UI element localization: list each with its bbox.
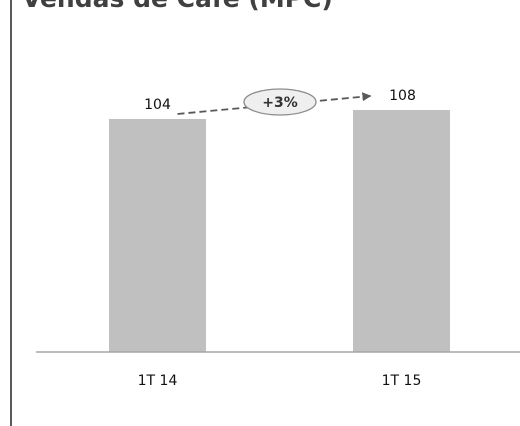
labels-layer: 104 1T 14 108 1T 15: [138, 88, 422, 389]
value-label: 104: [144, 97, 171, 113]
growth-percentage: +3%: [262, 95, 298, 111]
bar-1t-14: [109, 118, 206, 353]
left-border-line: [10, 0, 12, 426]
x-tick-label: 1T 14: [138, 373, 178, 389]
x-tick-label: 1T 15: [382, 373, 422, 389]
bar-1t-15: [353, 110, 450, 352]
value-label: 108: [389, 88, 416, 104]
growth-annotation: +3%: [177, 88, 372, 116]
chart-title: Vendas de Café (MPC): [22, 0, 333, 14]
growth-badge: [243, 88, 317, 116]
bars-layer: [109, 110, 450, 353]
